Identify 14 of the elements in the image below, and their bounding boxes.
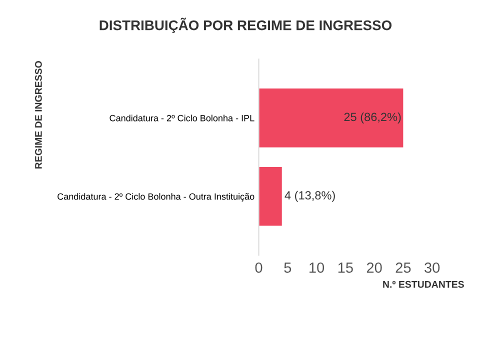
y-tick-label: Candidatura - 2º Ciclo Bolonha - Outra Instituição — [58, 193, 254, 202]
y-axis-title: REGIME DE INGRESSO — [35, 61, 42, 169]
x-tick-label: 30 — [424, 262, 440, 273]
x-tick-label: 15 — [338, 262, 353, 273]
x-axis-title: N.º ESTUDANTES — [383, 280, 464, 288]
data-label: 4 (13,8%) — [284, 190, 335, 202]
data-label: 25 (86,2%) — [344, 112, 401, 124]
chart-title: DISTRIBUIÇÃO POR REGIME DE INGRESSO — [100, 18, 392, 33]
x-tick-label: 0 — [255, 262, 262, 273]
x-tick-label: 10 — [310, 262, 324, 273]
x-tick-label: 20 — [366, 262, 382, 273]
y-tick-label: Candidatura - 2º Ciclo Bolonha - IPL — [110, 114, 254, 122]
x-tick-label: 5 — [284, 262, 292, 273]
x-tick-label: 25 — [396, 262, 411, 273]
